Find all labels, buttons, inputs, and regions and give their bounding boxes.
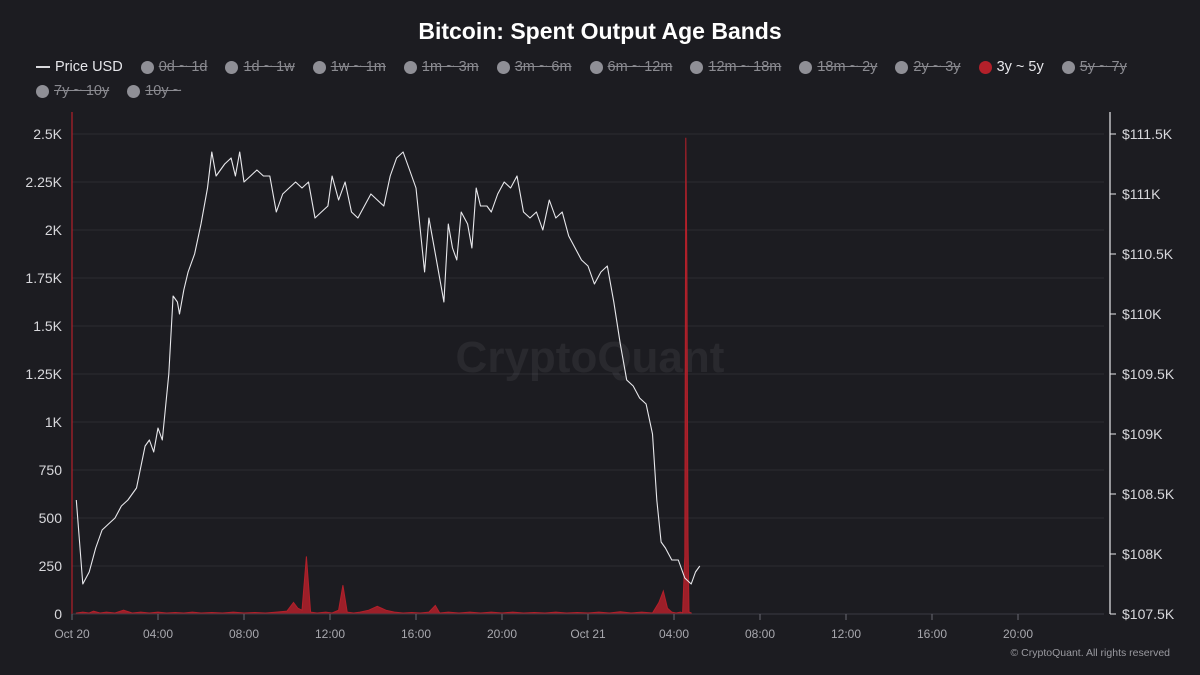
legend-item-2y-3y[interactable]: 2y ~ 3y [895, 57, 961, 77]
y-right-tick-label: $111.5K [1122, 126, 1173, 142]
y-left-tick-label: 500 [39, 510, 63, 526]
x-tick-label: 04:00 [659, 627, 689, 641]
y-right-tick-label: $107.5K [1122, 606, 1175, 622]
legend-dot-icon [978, 60, 992, 74]
legend-dot-icon [36, 84, 49, 98]
legend-dot-icon [895, 60, 909, 74]
x-tick-label: 20:00 [487, 627, 517, 641]
y-left-tick-label: 2.25K [25, 174, 62, 190]
x-tick-label: 04:00 [143, 627, 173, 641]
legend-label: 3y ~ 5y [996, 59, 1044, 75]
legend-dot-icon [589, 60, 603, 74]
legend-item-5y-7y[interactable]: 5y ~ 7y [1061, 57, 1127, 77]
legend-item-6m-12m[interactable]: 6m ~ 12m [589, 57, 673, 77]
y-left-tick-label: 1K [45, 414, 63, 430]
chart-title: Bitcoin: Spent Output Age Bands [418, 18, 782, 44]
x-tick-label: 16:00 [401, 627, 431, 641]
legend-label: 0d ~ 1d [158, 59, 208, 75]
y-right-tick-label: $108.5K [1122, 486, 1175, 502]
y-left-tick-label: 2.5K [33, 126, 62, 142]
legend-dot-icon [403, 60, 417, 74]
x-tick-label: 12:00 [315, 627, 345, 641]
legend-item-3y-5y[interactable]: 3y ~ 5y [978, 57, 1044, 77]
x-tick-label: Oct 21 [570, 627, 606, 641]
x-tick-label: Oct 20 [54, 627, 90, 641]
y-left-tick-label: 1.75K [25, 270, 62, 286]
y-left-tick-label: 750 [39, 462, 63, 478]
watermark: CryptoQuant [456, 333, 725, 382]
y-right-tick-label: $108K [1122, 546, 1163, 562]
y-left-tick-label: 1.5K [33, 318, 62, 334]
legend-item-price-usd[interactable]: Price USD [36, 57, 123, 77]
legend-dot-icon [127, 84, 141, 98]
x-tick-label: 08:00 [745, 627, 775, 641]
legend-label: 7y ~ 10y [54, 83, 110, 99]
copyright-footer: © CryptoQuant. All rights reserved [1010, 647, 1170, 659]
x-tick-label: 08:00 [229, 627, 259, 641]
legend-label: 5y ~ 7y [1079, 59, 1127, 75]
legend-label: 1m ~ 3m [421, 59, 479, 75]
legend-line-marker-icon [36, 66, 50, 68]
series-line-price-usd [75, 151, 701, 585]
legend-item-1m-3m[interactable]: 1m ~ 3m [403, 57, 479, 77]
legend: Price USD 0d ~ 1d 1d ~ 1w 1w ~ 1m 1m ~ 3m 3m … [36, 57, 1166, 101]
x-tick-label: 12:00 [831, 627, 861, 641]
y-right-tick-label: $109.5K [1122, 366, 1175, 382]
legend-label: 10y ~ [145, 83, 182, 99]
legend-dot-icon [799, 60, 813, 74]
legend-item-1d-1w[interactable]: 1d ~ 1w [225, 57, 295, 77]
y-left-tick-label: 1.25K [25, 366, 62, 382]
legend-dot-icon [496, 60, 510, 74]
legend-label: 1w ~ 1m [330, 59, 386, 75]
legend-dot-icon [140, 60, 154, 74]
band-area-layer [75, 137, 692, 615]
legend-item-3m-6m[interactable]: 3m ~ 6m [496, 57, 572, 77]
legend-item-0d-1d[interactable]: 0d ~ 1d [140, 57, 208, 77]
legend-label: 3m ~ 6m [514, 59, 572, 75]
legend-label: 12m ~ 18m [708, 59, 782, 75]
legend-label: 1d ~ 1w [243, 59, 295, 75]
y-right-tick-label: $110K [1122, 306, 1162, 322]
series-area-3y-5y [75, 137, 692, 615]
y-left-tick-label: 0 [54, 606, 62, 622]
legend-item-18m-2y[interactable]: 18m ~ 2y [799, 57, 877, 77]
legend-dot-icon [1061, 60, 1075, 74]
legend-dot-icon [312, 60, 326, 74]
legend-label: 18m ~ 2y [817, 59, 878, 75]
price-line-layer [75, 151, 701, 585]
legend-dot-icon [225, 60, 239, 74]
y-left-tick-label: 2K [45, 222, 63, 238]
legend-dot-icon [690, 60, 704, 74]
legend-item-12m-18m[interactable]: 12m ~ 18m [690, 57, 781, 77]
legend-label: Price USD [55, 59, 123, 75]
x-tick-label: 16:00 [917, 627, 947, 641]
legend-item-1w-1m[interactable]: 1w ~ 1m [312, 57, 386, 77]
legend-label: 6m ~ 12m [607, 59, 673, 75]
y-left-tick-label: 250 [39, 558, 63, 574]
x-tick-label: 20:00 [1003, 627, 1033, 641]
legend-item-7y-10y[interactable]: 7y ~ 10y [36, 81, 109, 101]
axes [71, 112, 1116, 620]
y-right-tick-label: $109K [1122, 426, 1163, 442]
tick-labels: 0 250 500 750 1K 1.25K 1.5K 1.75K 2K 2.25K 2.5K $10… [25, 126, 1174, 641]
y-right-tick-label: $111K [1122, 186, 1161, 202]
y-right-tick-label: $110.5K [1122, 246, 1174, 262]
legend-label: 2y ~ 3y [913, 59, 961, 75]
legend-item-10y[interactable]: 10y ~ [127, 81, 181, 101]
